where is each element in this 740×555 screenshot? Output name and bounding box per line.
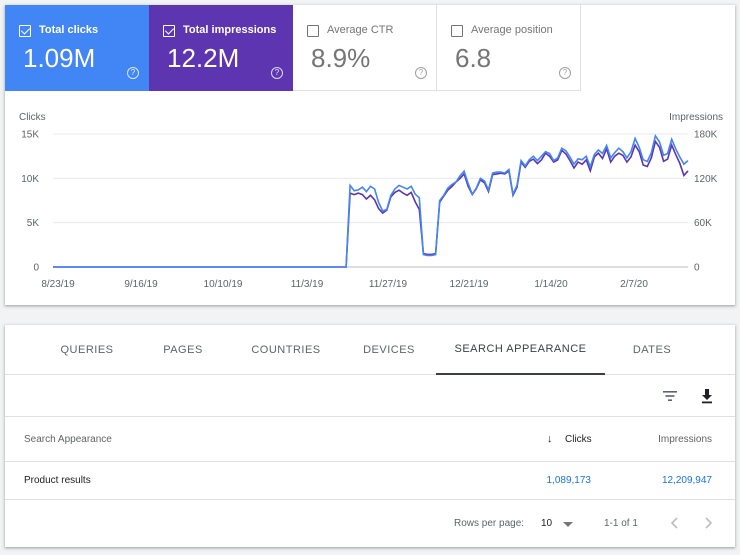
left-tick-label: 0	[33, 263, 39, 274]
help-icon[interactable]: ?	[415, 67, 427, 79]
table-header: Search Appearance ↓ Clicks Impressions	[5, 418, 735, 462]
right-tick-label: 60K	[694, 218, 712, 229]
tab-dates[interactable]: DATES	[632, 344, 672, 356]
performance-card: Total clicks 1.09M ? Total impressions 1…	[5, 5, 735, 305]
series-line-clicks	[53, 133, 689, 268]
filter-icon[interactable]	[660, 386, 680, 406]
metric-label: Average position	[471, 24, 553, 36]
metric-value: 1.09M	[23, 43, 96, 73]
column-search-appearance[interactable]: Search Appearance	[24, 434, 112, 445]
performance-chart[interactable]: Clicks Impressions 15K 10K 5K 0 180K 120K 60K…	[5, 105, 735, 295]
chart-series	[53, 133, 689, 268]
x-tick-label: 2/7/20	[620, 279, 648, 290]
right-axis-title: Impressions	[669, 112, 723, 123]
x-tick-label: 8/23/19	[41, 279, 75, 290]
help-icon[interactable]: ?	[271, 67, 283, 79]
table-row[interactable]: Product results 1,089,173 12,209,947	[5, 462, 735, 500]
right-tick-label: 0	[694, 263, 700, 274]
left-axis-title: Clicks	[19, 112, 46, 123]
left-tick-label: 15K	[21, 130, 39, 141]
sort-arrow-icon[interactable]: ↓	[547, 433, 553, 445]
tab-pages[interactable]: PAGES	[163, 344, 203, 356]
column-clicks[interactable]: Clicks	[565, 434, 592, 445]
left-tick-label: 10K	[21, 174, 39, 185]
metric-label: Total clicks	[39, 24, 99, 36]
ctr-checkbox[interactable]	[307, 25, 319, 37]
x-tick-label: 11/27/19	[369, 279, 408, 290]
row-dimension: Product results	[24, 475, 91, 486]
rows-per-page-label: Rows per page:	[454, 518, 525, 529]
tab-countries[interactable]: COUNTRIES	[251, 344, 321, 356]
left-axis-ticks: 15K 10K 5K 0	[21, 130, 39, 274]
metric-value: 12.2M	[167, 43, 240, 73]
left-tick-label: 5K	[27, 218, 40, 229]
x-axis-ticks: 8/23/19 9/16/19 10/10/19 11/3/19 11/27/19 12/…	[41, 279, 648, 290]
table-toolbar	[5, 376, 735, 417]
previous-page-icon[interactable]	[669, 516, 681, 530]
rows-per-page-select[interactable]: 10	[541, 518, 553, 529]
chart-grid	[53, 133, 688, 268]
help-icon[interactable]: ?	[127, 67, 139, 79]
x-tick-label: 11/3/19	[291, 279, 324, 290]
metric-value: 8.9%	[311, 43, 371, 73]
metric-value: 6.8	[455, 43, 492, 73]
dropdown-arrow-icon[interactable]	[563, 522, 573, 528]
row-clicks: 1,089,173	[546, 475, 592, 486]
metric-average-ctr[interactable]: Average CTR 8.9% ?	[293, 5, 437, 91]
metric-total-clicks[interactable]: Total clicks 1.09M ?	[5, 5, 149, 91]
dimension-tabs: QUERIES PAGES COUNTRIES DEVICES SEARCH A…	[5, 325, 735, 375]
metric-total-impressions[interactable]: Total impressions 12.2M ?	[149, 5, 293, 91]
right-axis-ticks: 180K 120K 60K 0	[694, 130, 718, 274]
next-page-icon[interactable]	[702, 516, 714, 530]
pagination: Rows per page: 10 1-1 of 1	[5, 501, 735, 545]
right-tick-label: 120K	[694, 174, 718, 185]
clicks-checkbox[interactable]	[19, 25, 31, 37]
x-tick-label: 1/14/20	[534, 279, 568, 290]
table-card: QUERIES PAGES COUNTRIES DEVICES SEARCH A…	[5, 325, 735, 547]
help-icon[interactable]: ?	[559, 67, 571, 79]
metric-average-position[interactable]: Average position 6.8 ?	[437, 5, 581, 91]
position-checkbox[interactable]	[451, 25, 463, 37]
download-icon[interactable]	[697, 386, 717, 406]
metric-label: Total impressions	[183, 24, 277, 36]
x-tick-label: 12/21/19	[450, 279, 489, 290]
row-impressions: 12,209,947	[661, 475, 712, 486]
column-impressions[interactable]: Impressions	[658, 434, 712, 445]
tab-devices[interactable]: DEVICES	[363, 344, 415, 356]
x-tick-label: 10/10/19	[204, 279, 243, 290]
page-range: 1-1 of 1	[604, 518, 638, 529]
right-tick-label: 180K	[694, 130, 718, 141]
x-tick-label: 9/16/19	[124, 279, 158, 290]
tab-queries[interactable]: QUERIES	[60, 344, 114, 356]
tab-search-appearance[interactable]: SEARCH APPEARANCE	[436, 325, 605, 375]
impressions-checkbox[interactable]	[163, 25, 175, 37]
metric-label: Average CTR	[327, 24, 394, 36]
